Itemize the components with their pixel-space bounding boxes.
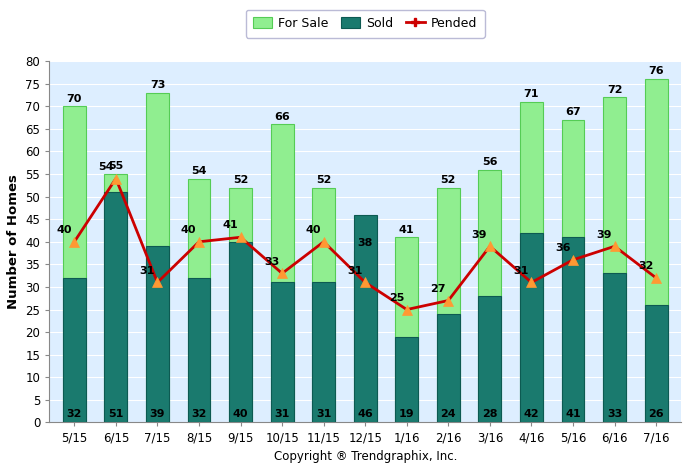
Text: 31: 31 (275, 409, 290, 419)
Text: 46: 46 (357, 409, 373, 419)
Text: 52: 52 (233, 175, 248, 185)
Bar (561, 120, 584, 423)
Text: 42: 42 (524, 409, 539, 419)
Text: 40: 40 (181, 225, 196, 235)
Text: 71: 71 (524, 89, 539, 99)
Text: 40: 40 (305, 225, 321, 235)
Text: 41: 41 (566, 409, 581, 419)
Text: 32: 32 (191, 409, 206, 419)
Bar (270, 282, 294, 423)
Text: 26: 26 (648, 409, 664, 419)
Text: 73: 73 (150, 80, 165, 90)
Text: 41: 41 (399, 225, 415, 235)
Bar (603, 274, 626, 423)
Bar (396, 237, 418, 423)
Text: 36: 36 (555, 243, 570, 253)
Bar (396, 337, 418, 423)
Text: 66: 66 (275, 112, 290, 122)
Bar (146, 246, 169, 423)
Bar (105, 174, 127, 423)
Text: 55: 55 (108, 161, 124, 172)
Bar (63, 106, 86, 423)
Text: 40: 40 (233, 409, 248, 419)
Text: 52: 52 (440, 175, 456, 185)
Bar (229, 188, 252, 423)
Text: 41: 41 (222, 220, 238, 230)
Bar (645, 79, 667, 423)
Text: 39: 39 (150, 409, 165, 419)
X-axis label: Copyright ® Trendgraphix, Inc.: Copyright ® Trendgraphix, Inc. (274, 450, 457, 463)
Text: 27: 27 (430, 284, 446, 294)
Text: 31: 31 (140, 266, 155, 276)
Text: 40: 40 (56, 225, 72, 235)
Text: 24: 24 (440, 409, 456, 419)
Text: 19: 19 (399, 409, 415, 419)
Bar (354, 215, 376, 423)
Bar (188, 179, 211, 423)
Bar (603, 97, 626, 423)
Text: 31: 31 (513, 266, 529, 276)
Bar (645, 305, 667, 423)
Text: 39: 39 (596, 229, 612, 240)
Bar (312, 282, 335, 423)
Text: 54: 54 (98, 162, 114, 172)
Text: 31: 31 (316, 409, 332, 419)
Text: 25: 25 (389, 293, 404, 303)
Bar (63, 278, 86, 423)
Bar (520, 102, 543, 423)
Text: 28: 28 (482, 409, 497, 419)
Text: 72: 72 (607, 85, 623, 94)
Legend: For Sale, Sold, Pended: For Sale, Sold, Pended (246, 9, 484, 38)
Text: 33: 33 (607, 409, 622, 419)
Text: 32: 32 (638, 261, 654, 271)
Text: 32: 32 (67, 409, 82, 419)
Bar (188, 278, 211, 423)
Text: 39: 39 (472, 229, 487, 240)
Text: 31: 31 (347, 266, 363, 276)
Text: 56: 56 (482, 157, 497, 167)
Y-axis label: Number of Homes: Number of Homes (7, 174, 20, 309)
Bar (270, 125, 294, 423)
Text: 67: 67 (566, 107, 581, 117)
Bar (229, 242, 252, 423)
Bar (437, 314, 460, 423)
Bar (437, 188, 460, 423)
Text: 38: 38 (358, 238, 373, 248)
Text: 52: 52 (316, 175, 332, 185)
Bar (105, 192, 127, 423)
Text: 70: 70 (67, 94, 82, 103)
Bar (478, 296, 502, 423)
Bar (354, 251, 376, 423)
Bar (312, 188, 335, 423)
Text: 51: 51 (108, 409, 124, 419)
Bar (146, 93, 169, 423)
Bar (478, 170, 502, 423)
Bar (561, 237, 584, 423)
Text: 33: 33 (264, 257, 279, 266)
Bar (520, 233, 543, 423)
Text: 54: 54 (191, 166, 207, 176)
Text: 76: 76 (648, 66, 664, 77)
